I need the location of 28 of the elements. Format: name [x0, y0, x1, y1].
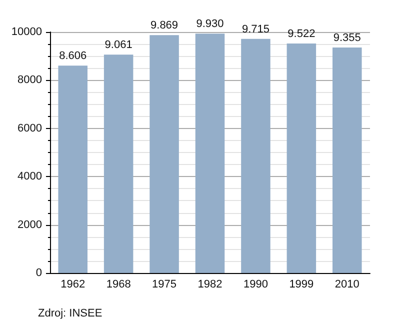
y-tick-label: 10000: [11, 26, 42, 38]
bar: [195, 34, 225, 273]
bar: [286, 44, 316, 273]
x-tick-label: 1999: [289, 278, 314, 290]
bar: [104, 54, 134, 273]
y-tick-label: 6000: [18, 122, 42, 134]
y-tick-label: 8000: [18, 74, 42, 86]
data-label: 9.930: [196, 18, 224, 30]
text: Zdroj: INSEE: [38, 308, 102, 320]
x-tick-label: 1968: [106, 278, 131, 290]
bar: [150, 35, 179, 273]
x-tick-label: 1990: [243, 278, 268, 290]
data-label: 9.355: [333, 32, 361, 44]
data-label: 9.522: [288, 28, 316, 40]
bar: [241, 38, 270, 273]
bar: [332, 48, 362, 273]
x-tick-label: 1982: [198, 278, 222, 290]
y-tick-label: 0: [36, 267, 42, 279]
y-tick-label: 2000: [18, 218, 42, 231]
data-label: 8.606: [59, 50, 87, 62]
x-tick-label: 2010: [334, 278, 360, 290]
x-tick-label: 1962: [60, 278, 86, 290]
y-tick-label: 4000: [18, 170, 42, 183]
x-tick-label: 1975: [152, 278, 177, 290]
data-label: 9.061: [104, 39, 132, 52]
bar: [58, 66, 88, 273]
data-label: 9.869: [150, 20, 178, 32]
data-label: 9.715: [242, 23, 270, 36]
